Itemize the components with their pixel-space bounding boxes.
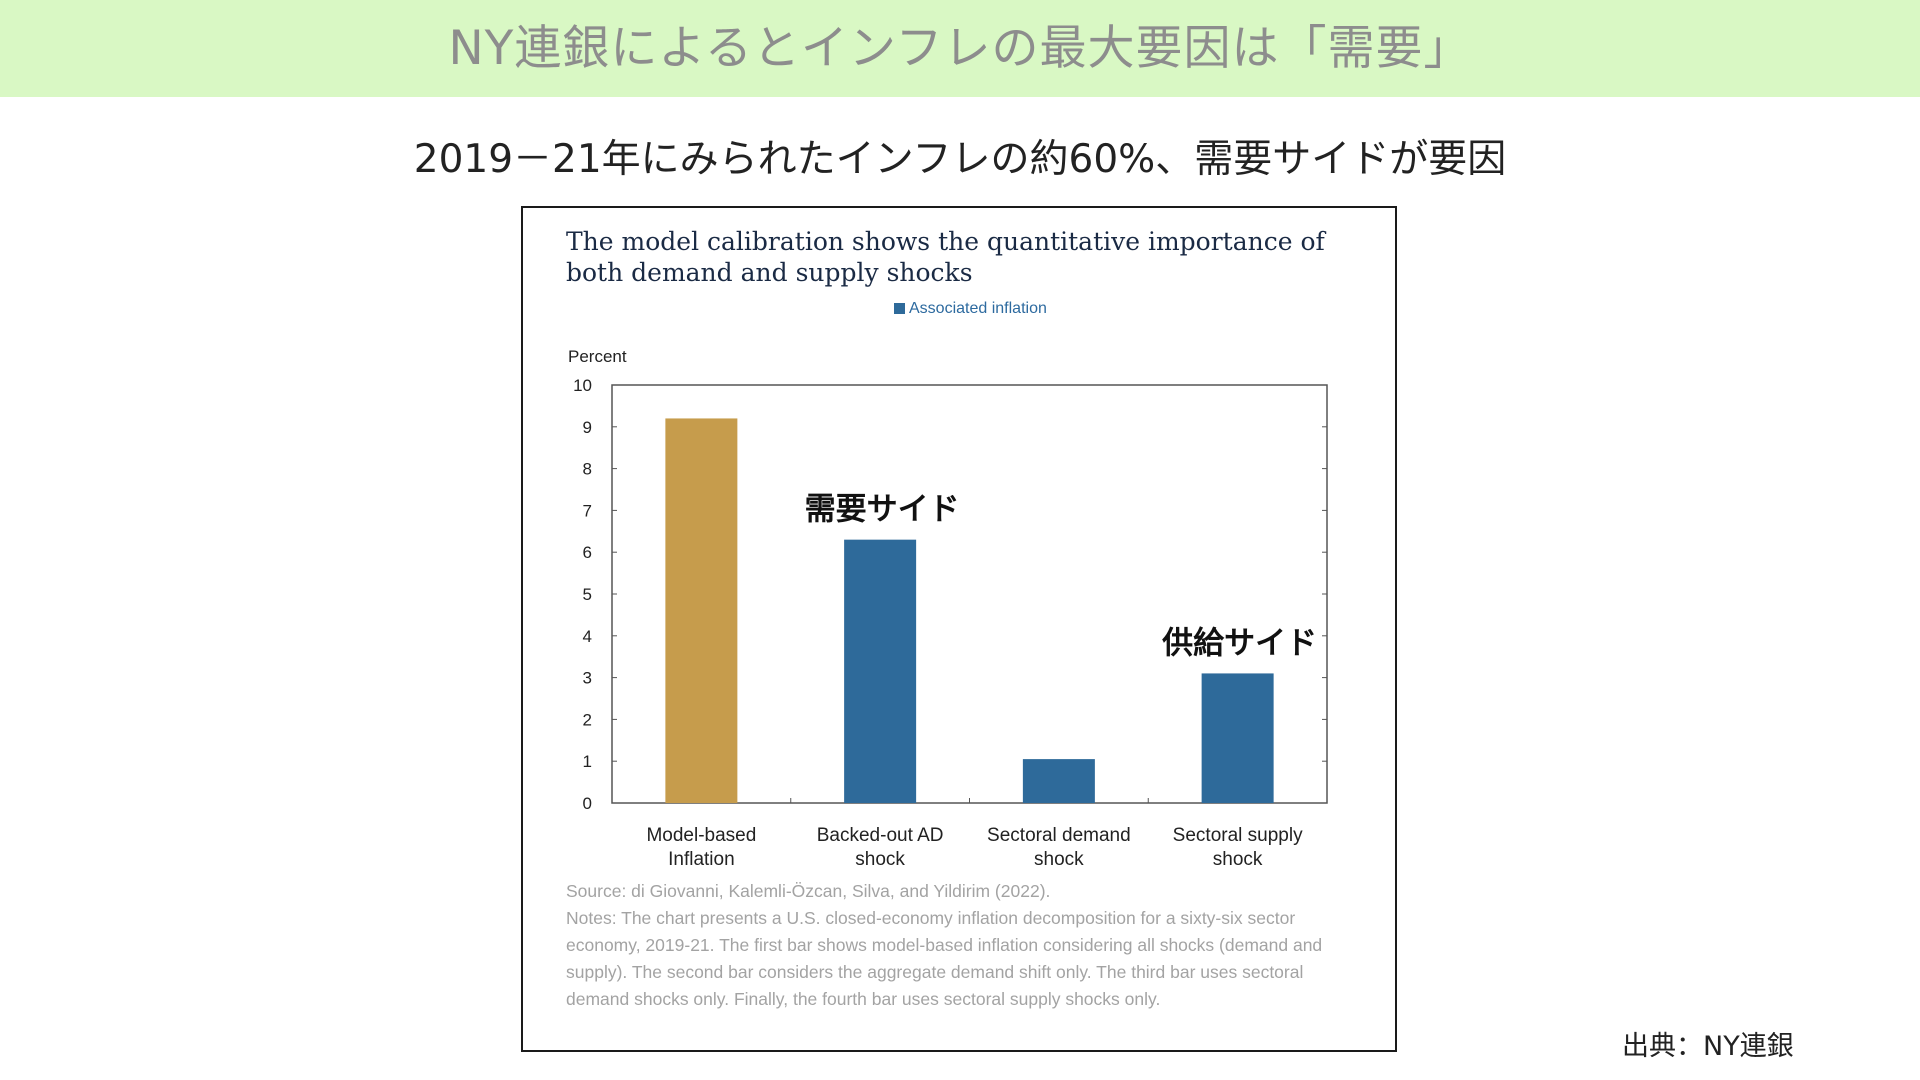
x-tick-label: Model-based xyxy=(646,825,756,846)
y-tick-label: 6 xyxy=(583,543,592,562)
x-tick-label: Inflation xyxy=(668,849,735,870)
bar xyxy=(665,418,738,803)
page-subtitle: 2019－21年にみられたインフレの約60%、需要サイドが要因 xyxy=(413,137,1507,182)
x-tick-label: shock xyxy=(1034,849,1084,870)
y-tick-label: 7 xyxy=(583,501,592,520)
y-tick-label: 2 xyxy=(583,710,592,729)
bar-annotation: 供給サイド xyxy=(1161,625,1317,661)
notes-text: Notes: The chart presents a U.S. closed-… xyxy=(566,908,1323,1009)
bar xyxy=(1201,673,1274,803)
y-tick-label: 10 xyxy=(573,376,592,395)
x-tick-label: shock xyxy=(1213,849,1263,870)
bar-annotation: 需要サイド xyxy=(805,492,960,528)
x-tick-label: Sectoral supply xyxy=(1173,825,1303,846)
y-tick-label: 1 xyxy=(583,752,592,771)
y-tick-label: 0 xyxy=(583,794,592,813)
x-tick-label: Sectoral demand xyxy=(987,825,1131,846)
chart-notes: Source: di Giovanni, Kalemli-Özcan, Silv… xyxy=(566,878,1346,1013)
plot-area: 0 1 2 3 4 5 6 7 8 9 10 Model-based Inflation Backed-o… xyxy=(573,376,1328,870)
chart-title: The model calibration shows the quantita… xyxy=(566,227,1325,287)
bar xyxy=(1022,759,1095,803)
y-tick-label: 5 xyxy=(583,585,592,604)
page-title: NY連銀によるとインフレの最大要因は「需要」 xyxy=(448,21,1472,76)
source-note: Source: di Giovanni, Kalemli-Özcan, Silv… xyxy=(566,881,1051,901)
title-banner xyxy=(0,0,1920,97)
y-tick-label: 8 xyxy=(583,460,592,479)
source-credit: 出典：NY連銀 xyxy=(1622,1031,1794,1062)
y-tick-label: 3 xyxy=(583,669,592,688)
y-tick-label: 4 xyxy=(583,627,592,646)
x-tick-label: Backed-out AD xyxy=(817,825,944,846)
x-tick-label: shock xyxy=(855,849,905,870)
bar xyxy=(844,539,917,803)
y-axis-label: Percent xyxy=(568,347,627,366)
chart-legend: Associated inflation xyxy=(894,300,1047,318)
legend-label: Associated inflation xyxy=(909,300,1047,317)
y-tick-label: 9 xyxy=(583,418,592,437)
legend-swatch xyxy=(894,303,905,314)
